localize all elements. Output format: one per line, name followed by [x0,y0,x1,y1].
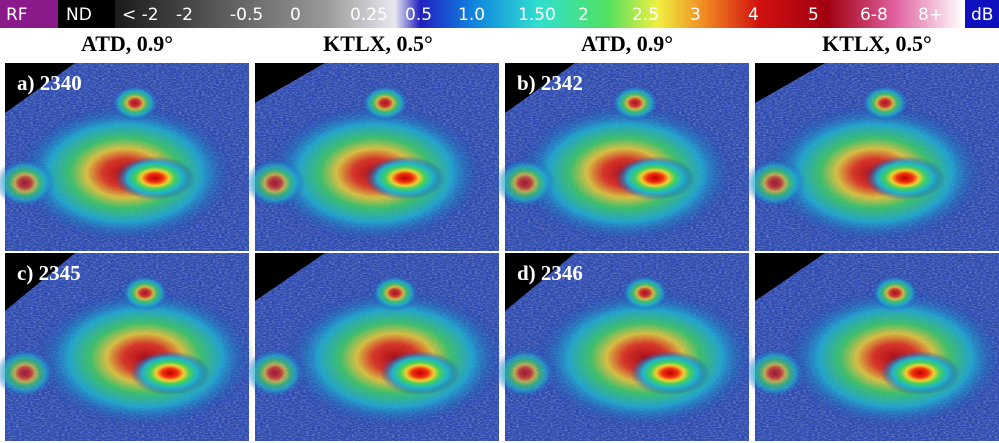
echo-core [380,351,460,395]
colorbar-label: 4 [748,5,759,25]
echo-core [130,351,210,395]
figure: RF ND < -2 -2 -0.5 0 0.25 0.5 1.0 1.50 2… [0,0,999,443]
colorbar-label: 6-8 [860,5,888,25]
colorbar-label: 2.5 [632,5,659,25]
colorbar-label: dB [971,5,993,25]
colorbar-label: 0.25 [350,5,388,25]
colorbar-label: 2 [578,5,589,25]
colorbar-label: RF [6,5,28,25]
radar-panel [745,63,999,251]
echo-core [245,348,305,398]
colorbar-label: -2 [176,5,193,25]
column-title: ATD, 0.9° [581,31,673,56]
echo-core [365,156,445,200]
echo-core [745,158,805,208]
echo-core [121,275,169,311]
echo-core [245,158,305,208]
panel-label: d) 2346 [517,261,583,285]
echo-core [361,85,409,121]
colorbar-label: 0.5 [405,5,432,25]
echo-core [865,156,945,200]
echo-core [880,351,960,395]
radar-panel [245,253,505,441]
colorbar-label: 1.0 [458,5,485,25]
radar-panel: c) 2345 [0,253,255,441]
radar-panel: a) 2340 [0,63,249,251]
echo-core [621,275,669,311]
column-title: ATD, 0.9° [81,31,173,56]
echo-core [495,158,555,208]
colorbar-label: ND [66,5,92,25]
colorbar-label: < -2 [122,5,159,25]
radar-panel [245,63,499,251]
echo-core [615,156,695,200]
radar-panel: d) 2346 [495,253,755,441]
panels: a) 2340 b) 2342 c) 2345 d) 2346 [0,63,999,441]
echo-core [371,275,419,311]
colorbar-label: 3 [690,5,701,25]
echo-core [871,275,919,311]
colorbar-label: 8+ [918,5,943,25]
echo-core [861,85,909,121]
panel-label: a) 2340 [17,71,82,95]
radar-panel: b) 2342 [495,63,749,251]
echo-core [115,156,195,200]
colorbar: RF ND < -2 -2 -0.5 0 0.25 0.5 1.0 1.50 2… [0,0,999,28]
echo-core [630,351,710,395]
panel-label: b) 2342 [517,71,583,95]
colorbar-label: -0.5 [230,5,263,25]
echo-core [111,85,159,121]
colorbar-label: 5 [808,5,819,25]
column-title: KTLX, 0.5° [822,31,932,56]
panel-label: c) 2345 [17,261,81,285]
echo-core [611,85,659,121]
colorbar-label: 0 [290,5,301,25]
radar-panel [745,253,999,441]
echo-core [495,348,555,398]
colorbar-label: 1.50 [518,5,556,25]
column-title: KTLX, 0.5° [323,31,433,56]
echo-core [745,348,805,398]
